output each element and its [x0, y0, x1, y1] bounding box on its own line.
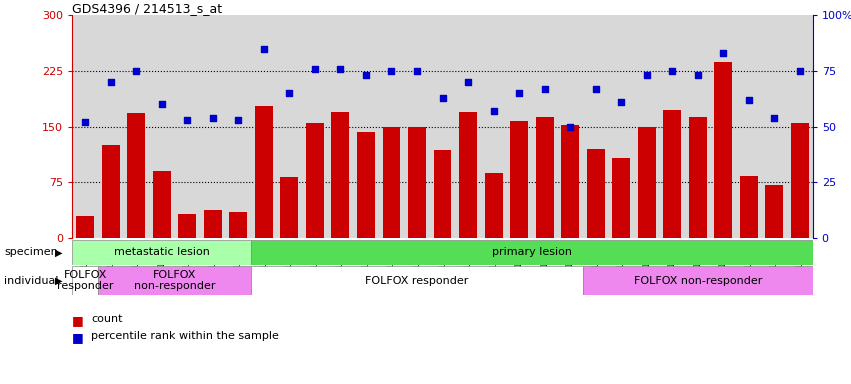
- Point: [385, 68, 398, 74]
- Text: specimen: specimen: [4, 247, 58, 258]
- Point: [461, 79, 475, 85]
- Bar: [663, 110, 681, 238]
- Bar: [740, 177, 757, 238]
- Bar: [688, 117, 706, 238]
- Bar: [536, 117, 553, 238]
- Point: [563, 124, 577, 130]
- Point: [768, 115, 781, 121]
- Text: FOLFOX
non-responder: FOLFOX non-responder: [134, 270, 215, 291]
- Bar: [255, 106, 272, 238]
- Point: [793, 68, 807, 74]
- Bar: [77, 216, 94, 238]
- Bar: [128, 113, 145, 238]
- Bar: [583, 266, 813, 295]
- Point: [231, 117, 245, 123]
- Bar: [102, 145, 119, 238]
- Text: metastatic lesion: metastatic lesion: [114, 247, 209, 258]
- Bar: [98, 266, 251, 295]
- Bar: [251, 266, 583, 295]
- Bar: [433, 151, 451, 238]
- Bar: [586, 149, 604, 238]
- Bar: [306, 123, 323, 238]
- Point: [334, 66, 347, 72]
- Point: [155, 101, 168, 108]
- Text: FOLFOX
responder: FOLFOX responder: [57, 270, 113, 291]
- Point: [512, 90, 526, 96]
- Text: ■: ■: [72, 314, 84, 327]
- Bar: [485, 173, 502, 238]
- Bar: [357, 132, 374, 238]
- Point: [257, 46, 271, 52]
- Bar: [153, 171, 170, 238]
- Bar: [280, 177, 298, 238]
- Bar: [791, 123, 808, 238]
- Text: individual: individual: [4, 275, 59, 286]
- Point: [665, 68, 679, 74]
- Point: [283, 90, 296, 96]
- Point: [691, 73, 705, 79]
- Bar: [178, 214, 196, 238]
- Point: [487, 108, 500, 114]
- Bar: [331, 112, 349, 238]
- Point: [717, 50, 730, 56]
- Bar: [460, 112, 477, 238]
- Bar: [204, 210, 221, 238]
- Point: [410, 68, 424, 74]
- Text: ■: ■: [72, 331, 84, 344]
- Text: FOLFOX non-responder: FOLFOX non-responder: [634, 275, 762, 286]
- Bar: [765, 185, 783, 238]
- Point: [614, 99, 628, 105]
- Point: [104, 79, 117, 85]
- Bar: [612, 158, 630, 238]
- Bar: [72, 240, 251, 265]
- Bar: [638, 127, 655, 238]
- Point: [640, 73, 654, 79]
- Bar: [229, 212, 247, 238]
- Bar: [382, 127, 400, 238]
- Point: [359, 73, 373, 79]
- Bar: [72, 266, 98, 295]
- Text: GDS4396 / 214513_s_at: GDS4396 / 214513_s_at: [72, 2, 222, 15]
- Text: ▶: ▶: [54, 275, 62, 286]
- Point: [129, 68, 143, 74]
- Text: percentile rank within the sample: percentile rank within the sample: [91, 331, 279, 341]
- Point: [206, 115, 220, 121]
- Bar: [561, 125, 579, 238]
- Bar: [510, 121, 528, 238]
- Point: [180, 117, 194, 123]
- Text: FOLFOX responder: FOLFOX responder: [365, 275, 469, 286]
- Text: primary lesion: primary lesion: [492, 247, 572, 258]
- Text: ▶: ▶: [54, 247, 62, 258]
- Bar: [251, 240, 813, 265]
- Bar: [408, 127, 426, 238]
- Point: [436, 95, 449, 101]
- Point: [78, 119, 92, 125]
- Point: [589, 86, 603, 92]
- Point: [308, 66, 322, 72]
- Bar: [714, 62, 732, 238]
- Point: [742, 97, 756, 103]
- Point: [538, 86, 551, 92]
- Text: count: count: [91, 314, 123, 324]
